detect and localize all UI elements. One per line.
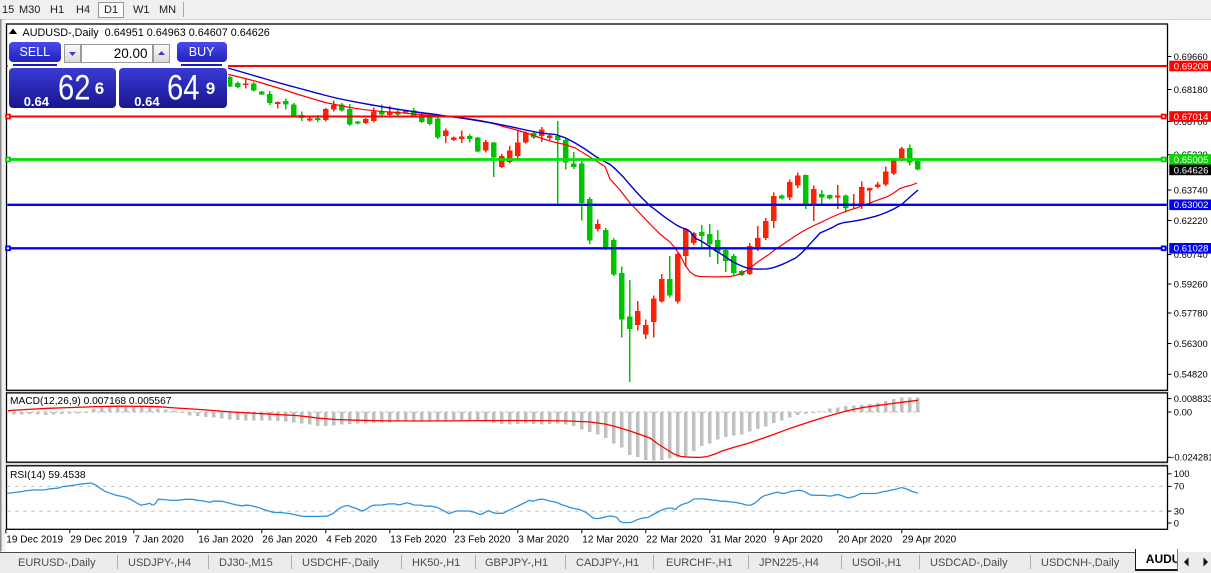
svg-text:3 Mar 2020: 3 Mar 2020 — [518, 534, 569, 545]
svg-text:23 Feb 2020: 23 Feb 2020 — [454, 534, 511, 545]
svg-text:19 Dec 2019: 19 Dec 2019 — [6, 534, 63, 545]
svg-text:29 Dec 2019: 29 Dec 2019 — [70, 534, 127, 545]
svg-text:0.62220: 0.62220 — [1174, 215, 1208, 226]
svg-text:13 Feb 2020: 13 Feb 2020 — [390, 534, 447, 545]
svg-text:31 Mar 2020: 31 Mar 2020 — [710, 534, 767, 545]
svg-text:0.68180: 0.68180 — [1174, 84, 1208, 95]
svg-text:0.59260: 0.59260 — [1174, 278, 1208, 289]
svg-text:0.69660: 0.69660 — [1174, 51, 1208, 62]
svg-text:0.67014: 0.67014 — [1174, 112, 1209, 123]
svg-text:70: 70 — [1174, 481, 1184, 492]
svg-text:0.54820: 0.54820 — [1174, 369, 1208, 380]
svg-text:0.57780: 0.57780 — [1174, 307, 1208, 318]
svg-text:100: 100 — [1174, 468, 1190, 479]
svg-text:0.00: 0.00 — [1174, 406, 1192, 417]
svg-text:0.63002: 0.63002 — [1174, 200, 1209, 211]
svg-text:0.65005: 0.65005 — [1174, 155, 1209, 166]
svg-text:0.64626: 0.64626 — [1174, 165, 1209, 176]
svg-text:0.56300: 0.56300 — [1174, 338, 1208, 349]
svg-text:0.69208: 0.69208 — [1174, 61, 1209, 72]
svg-text:20 Apr 2020: 20 Apr 2020 — [838, 534, 892, 545]
svg-text:29 Apr 2020: 29 Apr 2020 — [902, 534, 956, 545]
svg-text:22 Mar 2020: 22 Mar 2020 — [646, 534, 703, 545]
svg-text:12 Mar 2020: 12 Mar 2020 — [582, 534, 639, 545]
svg-text:0: 0 — [1174, 517, 1179, 528]
svg-text:0.63740: 0.63740 — [1174, 184, 1208, 195]
svg-text:7 Jan 2020: 7 Jan 2020 — [134, 534, 184, 545]
svg-text:9 Apr 2020: 9 Apr 2020 — [774, 534, 823, 545]
svg-text:26 Jan 2020: 26 Jan 2020 — [262, 534, 317, 545]
svg-text:0.60740: 0.60740 — [1174, 249, 1208, 260]
svg-text:0.008833: 0.008833 — [1174, 393, 1211, 404]
svg-text:4 Feb 2020: 4 Feb 2020 — [326, 534, 377, 545]
svg-text:-0.024281: -0.024281 — [1171, 452, 1211, 463]
svg-text:0.61028: 0.61028 — [1174, 244, 1209, 255]
svg-text:30: 30 — [1174, 505, 1184, 516]
svg-text:16 Jan 2020: 16 Jan 2020 — [198, 534, 253, 545]
